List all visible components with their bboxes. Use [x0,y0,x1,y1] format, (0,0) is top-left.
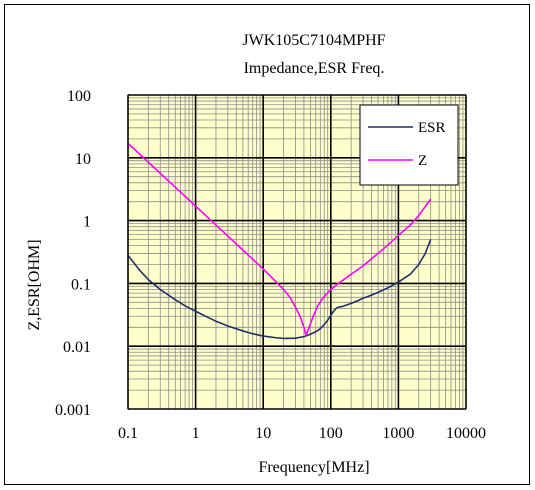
x-tick-label: 10000 [446,425,486,442]
series-line-esr [127,239,432,340]
x-tick-label: 1 [192,425,200,442]
plot-border [127,94,467,410]
y-tick-label: 100 [67,88,91,105]
x-tick-label: 1000 [382,425,414,442]
legend-label-z: Z [418,153,427,169]
y-tick-label: 0.1 [71,276,91,293]
y-tick-label: 1 [83,214,91,231]
series-line-z [127,142,432,336]
chart-subtitle: Impedance,ESR Freq. [244,60,385,77]
y-tick-label: 0.001 [55,402,91,419]
chart-title: JWK105C7104MPHF [242,32,385,49]
legend: ESR Z [359,104,459,186]
legend-box [359,104,459,186]
y-axis-title: Z,ESR[OHM] [26,239,43,330]
x-tick-labels: 0.1 1 10 100 1000 10000 [118,425,486,442]
y-tick-label: 10 [75,151,91,168]
x-tick-label: 100 [319,425,343,442]
y-tick-labels: 0.001 0.01 0.1 1 10 100 [55,88,91,419]
y-tick-label: 0.01 [63,339,91,356]
x-tick-label: 10 [255,425,271,442]
x-tick-label: 0.1 [118,425,138,442]
minor-gridlines [128,95,466,409]
legend-label-esr: ESR [418,120,446,136]
series-layer [127,142,432,340]
x-axis-title: Frequency[MHz] [258,459,369,476]
